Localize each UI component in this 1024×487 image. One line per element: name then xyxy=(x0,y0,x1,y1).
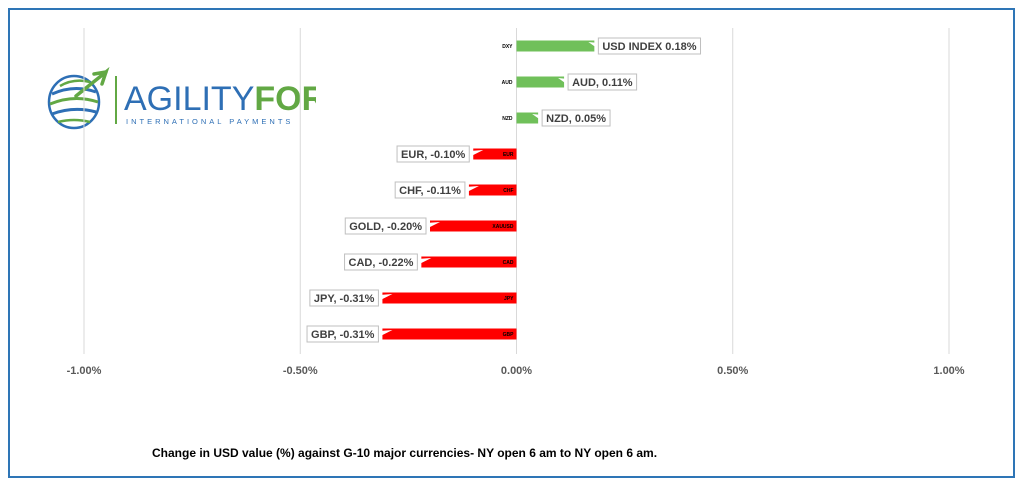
bar xyxy=(430,220,517,232)
logo-word-agility: AGILITYFOREX xyxy=(124,80,316,118)
data-label-box xyxy=(306,325,379,343)
data-label-box xyxy=(394,181,466,199)
category-label: XAUUSD xyxy=(492,224,514,230)
data-label: GBP, -0.31% xyxy=(306,325,393,343)
data-label-pointer xyxy=(558,78,569,85)
data-labels: USD INDEX 0.18% AUD, 0.11% NZD, 0.05% EUR, … xyxy=(306,37,702,343)
data-label-text: CHF, -0.11% xyxy=(399,185,461,197)
data-label: EUR, -0.10% xyxy=(396,145,484,163)
category-label: EUR xyxy=(503,152,514,158)
data-label-text: EUR, -0.10% xyxy=(401,149,465,161)
data-label-box xyxy=(309,289,379,307)
data-label-box xyxy=(541,109,611,127)
category-label: CHF xyxy=(503,188,513,194)
data-label-text: CAD, -0.22% xyxy=(349,257,414,269)
data-label-box xyxy=(567,73,638,91)
bar xyxy=(473,148,517,160)
bar xyxy=(516,40,595,52)
data-label: CHF, -0.11% xyxy=(394,181,479,199)
data-label: NZD, 0.05% xyxy=(532,109,611,127)
globe-icon xyxy=(47,66,110,130)
data-label-pointer xyxy=(469,150,484,157)
bar xyxy=(382,292,517,304)
category-label: JPY xyxy=(504,296,514,302)
data-label-text: USD INDEX 0.18% xyxy=(602,41,696,53)
x-tick-label: -1.00% xyxy=(67,365,102,377)
x-tick-label: 0.50% xyxy=(717,365,748,377)
data-label-text: GBP, -0.31% xyxy=(311,329,375,341)
data-label-box xyxy=(344,217,427,235)
category-label: AUD xyxy=(502,80,513,86)
data-label: CAD, -0.22% xyxy=(344,253,432,271)
data-label: GOLD, -0.20% xyxy=(344,217,440,235)
x-axis-tick-labels: -1.00% -0.50% 0.00% 0.50% 1.00% xyxy=(67,365,965,377)
bars xyxy=(382,40,595,340)
category-label: GBP xyxy=(503,332,515,338)
x-tick-label: 0.00% xyxy=(501,365,532,377)
category-label: DXY xyxy=(502,44,513,50)
data-label: USD INDEX 0.18% xyxy=(588,37,702,55)
data-label-text: JPY, -0.31% xyxy=(314,293,375,305)
data-label-box xyxy=(597,37,702,55)
bar xyxy=(516,76,565,88)
data-label-pointer xyxy=(426,222,440,229)
bar xyxy=(421,256,517,268)
data-label-text: NZD, 0.05% xyxy=(546,113,606,125)
bar xyxy=(516,112,539,124)
data-label-pointer xyxy=(378,294,393,301)
data-label-box xyxy=(344,253,418,271)
data-label-text: AUD, 0.11% xyxy=(572,77,633,89)
data-label-box xyxy=(396,145,470,163)
category-label: NZD xyxy=(502,116,513,122)
data-label: AUD, 0.11% xyxy=(558,73,638,91)
chart-frame xyxy=(8,8,1015,478)
logo-tagline: INTERNATIONAL PAYMENTS xyxy=(126,117,293,126)
data-label-pointer xyxy=(532,114,543,121)
data-label-pointer xyxy=(464,186,479,193)
category-labels: DXY AUD NZD EUR CHF XAUUSD CAD JPY GBP xyxy=(492,44,514,338)
category-label: CAD xyxy=(503,260,514,266)
data-label-pointer xyxy=(417,258,432,265)
chart-caption: Change in USD value (%) against G-10 maj… xyxy=(152,446,658,460)
x-tick-label: -0.50% xyxy=(283,365,318,377)
bar xyxy=(382,328,517,340)
data-label-pointer xyxy=(378,330,393,337)
data-label: JPY, -0.31% xyxy=(309,289,393,307)
data-label-pointer xyxy=(588,42,599,49)
data-label-text: GOLD, -0.20% xyxy=(349,221,422,233)
x-tick-label: 1.00% xyxy=(933,365,964,377)
agility-forex-logo: AGILITYFOREX INTERNATIONAL PAYMENTS xyxy=(47,66,316,130)
bar xyxy=(468,184,517,196)
